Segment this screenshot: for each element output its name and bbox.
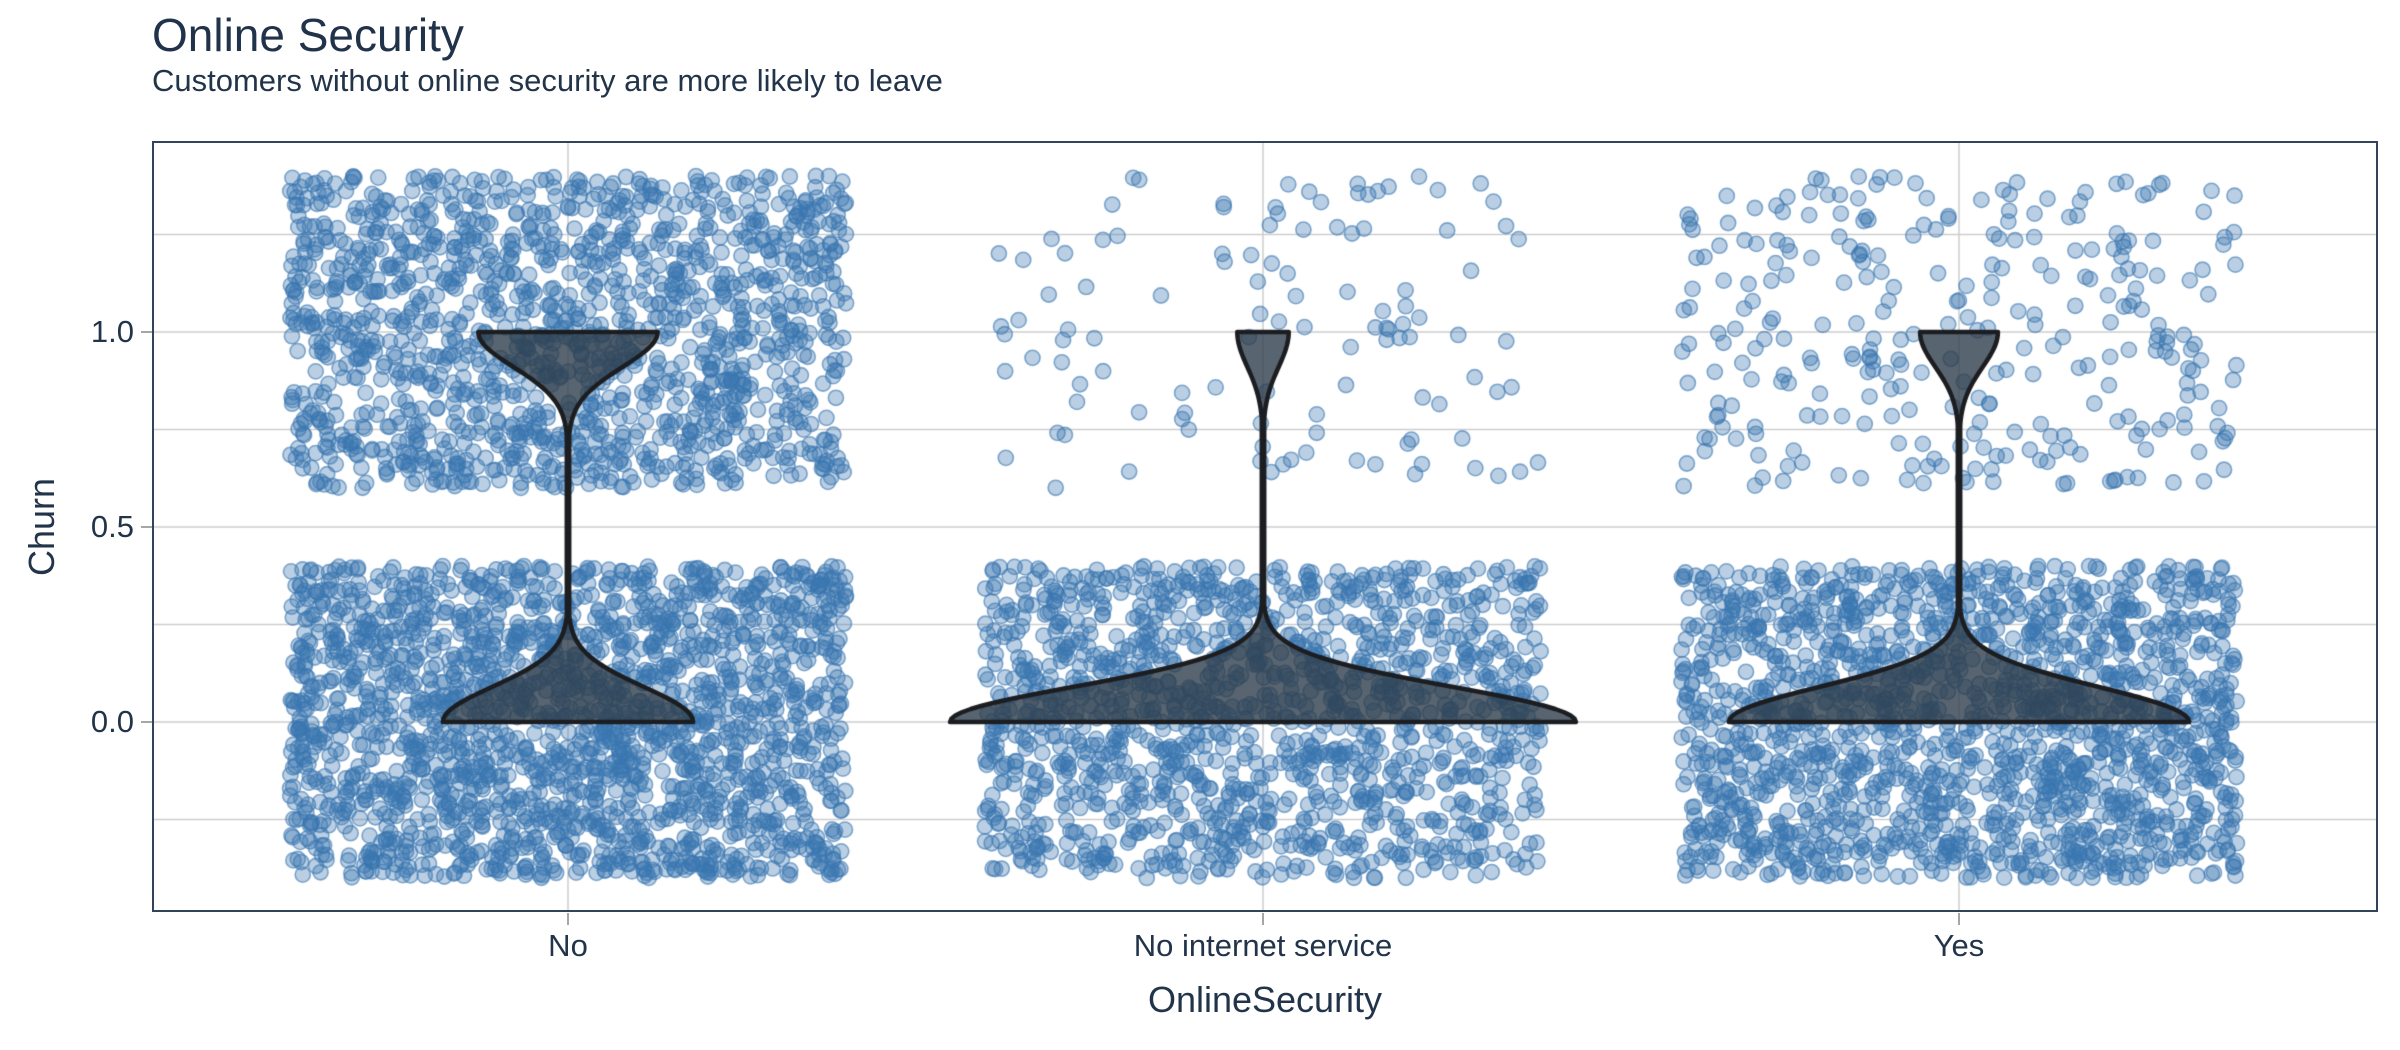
chart-title: Online Security — [152, 9, 464, 61]
x-tick-mark — [1262, 913, 1264, 925]
x-tick-label-no-internet-service: No internet service — [1133, 928, 1393, 963]
y-tick-label-0.0: 0.0 — [90, 704, 134, 739]
x-axis-title: OnlineSecurity — [1147, 979, 1383, 1020]
y-tick-label-0.5: 0.5 — [90, 509, 134, 544]
x-tick-label-no: No — [548, 928, 588, 963]
plot-area — [152, 141, 2378, 912]
y-tick-mark — [141, 331, 152, 333]
x-tick-mark — [567, 913, 569, 925]
y-axis-title: Churn — [21, 477, 62, 577]
x-tick-mark — [1958, 913, 1960, 925]
y-tick-mark — [141, 526, 152, 528]
chart-subtitle: Customers without online security are mo… — [152, 63, 943, 98]
y-tick-mark — [141, 721, 152, 723]
plot-canvas — [154, 143, 2376, 910]
x-tick-label-yes: Yes — [1933, 928, 1985, 963]
y-tick-label-1.0: 1.0 — [90, 314, 134, 349]
